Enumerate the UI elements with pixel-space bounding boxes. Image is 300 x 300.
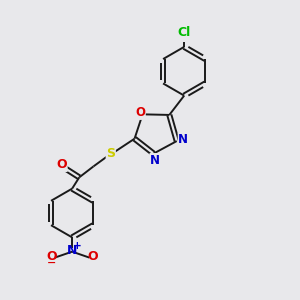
Text: S: S <box>106 147 115 160</box>
Text: O: O <box>87 250 98 262</box>
Text: O: O <box>46 250 57 262</box>
Text: O: O <box>56 158 67 171</box>
Text: N: N <box>150 154 160 166</box>
Text: +: + <box>73 241 81 251</box>
Text: Cl: Cl <box>178 26 191 39</box>
Text: N: N <box>67 244 77 257</box>
Text: −: − <box>47 258 57 268</box>
Text: N: N <box>178 133 188 146</box>
Text: O: O <box>135 106 145 119</box>
